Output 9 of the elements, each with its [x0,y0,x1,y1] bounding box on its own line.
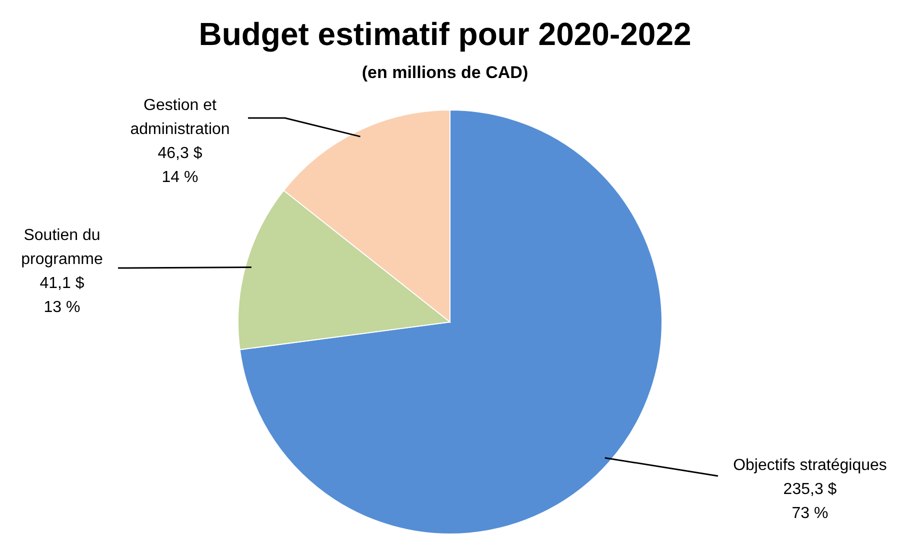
pie-slice [239,110,662,534]
data-label: 46,3 $ 14 % [158,145,202,186]
slice-label: Objectifs stratégiques [733,457,887,474]
slice-label: Gestion et administration [130,97,230,138]
chart-subtitle: (en millions de CAD) [362,63,528,82]
data-label: 235,3 $ 73 % [783,481,837,522]
data-label: 41,1 $ 13 % [40,275,84,316]
slice-label: Soutien du programme [21,227,103,268]
chart-title: Budget estimatif pour 2020-2022 [198,16,692,52]
